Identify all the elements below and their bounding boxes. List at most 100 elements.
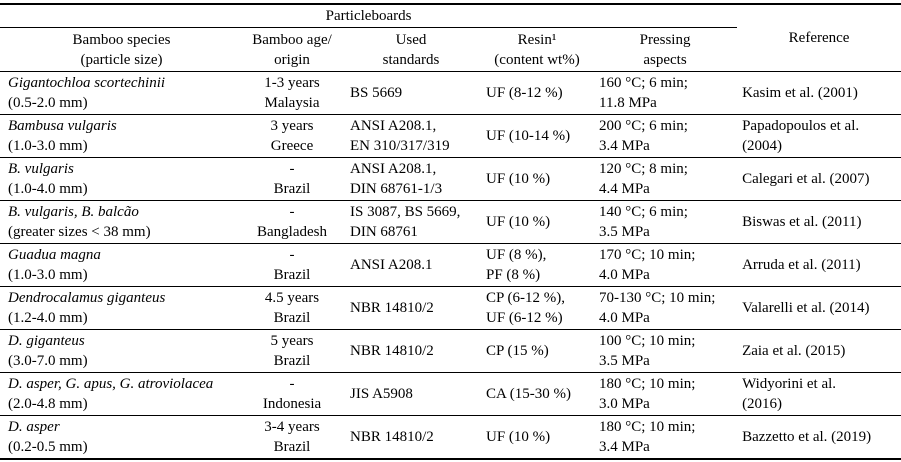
- pressing-value: 140 °C; 6 min; 3.5 MPa: [599, 204, 688, 240]
- resin-value: CA (15-30 %): [486, 386, 571, 402]
- pressing-cell: 200 °C; 6 min; 3.4 MPa: [593, 114, 738, 158]
- column-header-reference-label: Reference: [788, 30, 850, 46]
- pressing-value: 120 °C; 8 min; 4.4 MPa: [599, 161, 688, 197]
- pressing-value: 170 °C; 10 min; 4.0 MPa: [599, 247, 696, 283]
- column-header-bamboo-species: Bamboo species (particle size): [0, 27, 243, 72]
- table-row: Guadua magna (1.0-3.0 mm) - Brazil ANSI …: [0, 243, 901, 287]
- age-origin-cell: - Brazil: [243, 243, 341, 287]
- resin-value: UF (8 %), PF (8 %): [486, 247, 547, 283]
- species-name: Gigantochloa scortechinii: [8, 75, 166, 91]
- standards-value: NBR 14810/2: [350, 300, 434, 316]
- species-cell: D. asper, G. apus, G. atroviolacea (2.0-…: [0, 372, 243, 416]
- resin-cell: UF (10 %): [481, 200, 593, 244]
- particle-size: (1.0-3.0 mm): [8, 267, 88, 283]
- age-origin-value: - Indonesia: [262, 376, 322, 412]
- reference-cell: Valarelli et al. (2014): [737, 286, 901, 330]
- age-origin-cell: - Bangladesh: [243, 200, 341, 244]
- column-header-row: Bamboo species (particle size) Bamboo ag…: [0, 27, 901, 72]
- resin-value: UF (10 %): [486, 429, 551, 445]
- table-row: Dendrocalamus giganteus (1.2-4.0 mm) 4.5…: [0, 286, 901, 330]
- standards-cell: NBR 14810/2: [341, 286, 481, 330]
- column-header-reference: Reference: [737, 4, 901, 72]
- resin-cell: CP (15 %): [481, 329, 593, 373]
- column-header-bamboo-species-label: Bamboo species (particle size): [72, 31, 171, 68]
- resin-value: UF (10 %): [486, 214, 551, 230]
- species-cell: Gigantochloa scortechinii (0.5-2.0 mm): [0, 71, 243, 115]
- column-header-resin-label: Resin¹ (content wt%): [494, 31, 580, 68]
- standards-value: ANSI A208.1, DIN 68761-1/3: [350, 161, 443, 197]
- resin-cell: UF (8 %), PF (8 %): [481, 243, 593, 287]
- species-name: D. asper, G. apus, G. atroviolacea: [8, 376, 214, 392]
- pressing-value: 70-130 °C; 10 min; 4.0 MPa: [599, 290, 716, 326]
- standards-cell: IS 3087, BS 5669, DIN 68761: [341, 200, 481, 244]
- standards-cell: BS 5669: [341, 71, 481, 115]
- reference-cell: Zaia et al. (2015): [737, 329, 901, 373]
- species-cell: B. vulgaris, B. balcão (greater sizes < …: [0, 200, 243, 244]
- table-body: Gigantochloa scortechinii (0.5-2.0 mm) 1…: [0, 71, 901, 460]
- age-origin-value: 3-4 years Brazil: [264, 419, 320, 455]
- age-origin-cell: 3 years Greece: [243, 114, 341, 158]
- particle-size: (greater sizes < 38 mm): [8, 224, 151, 240]
- particle-size: (3.0-7.0 mm): [8, 353, 88, 369]
- resin-cell: UF (8-12 %): [481, 71, 593, 115]
- pressing-cell: 180 °C; 10 min; 3.0 MPa: [593, 372, 738, 416]
- group-header-row: Particleboards Reference: [0, 4, 901, 72]
- table-row: D. asper, G. apus, G. atroviolacea (2.0-…: [0, 372, 901, 416]
- resin-value: UF (10 %): [486, 171, 551, 187]
- column-header-bamboo-age-origin-label: Bamboo age/ origin: [252, 31, 332, 68]
- species-cell: Dendrocalamus giganteus (1.2-4.0 mm): [0, 286, 243, 330]
- column-header-pressing-aspects: Pressing aspects: [593, 27, 738, 72]
- standards-value: BS 5669: [350, 85, 403, 101]
- particle-size: (2.0-4.8 mm): [8, 396, 88, 412]
- table-row: Bambusa vulgaris (1.0-3.0 mm) 3 years Gr…: [0, 114, 901, 158]
- age-origin-cell: 1-3 years Malaysia: [243, 71, 341, 115]
- species-name: B. vulgaris, B. balcão: [8, 204, 139, 220]
- reference-value: Valarelli et al. (2014): [742, 300, 870, 316]
- reference-cell: Kasim et al. (2001): [737, 71, 901, 115]
- pressing-cell: 140 °C; 6 min; 3.5 MPa: [593, 200, 738, 244]
- reference-cell: Bazzetto et al. (2019): [737, 416, 901, 460]
- age-origin-value: 3 years Greece: [270, 118, 314, 154]
- pressing-value: 180 °C; 10 min; 3.0 MPa: [599, 376, 696, 412]
- resin-cell: CA (15-30 %): [481, 372, 593, 416]
- reference-value: Zaia et al. (2015): [742, 343, 846, 359]
- standards-value: NBR 14810/2: [350, 343, 434, 359]
- species-name: Bambusa vulgaris: [8, 118, 117, 134]
- reference-value: Arruda et al. (2011): [742, 257, 861, 273]
- table-row: B. vulgaris (1.0-4.0 mm) - Brazil ANSI A…: [0, 157, 901, 201]
- standards-cell: NBR 14810/2: [341, 416, 481, 460]
- pressing-value: 200 °C; 6 min; 3.4 MPa: [599, 118, 688, 154]
- age-origin-cell: - Brazil: [243, 157, 341, 201]
- pressing-cell: 170 °C; 10 min; 4.0 MPa: [593, 243, 738, 287]
- particle-size: (1.2-4.0 mm): [8, 310, 88, 326]
- reference-value: Widyorini et al. (2016): [742, 376, 837, 412]
- column-header-used-standards-label: Used standards: [382, 31, 440, 68]
- species-name: Dendrocalamus giganteus: [8, 290, 166, 306]
- table-row: D. asper (0.2-0.5 mm) 3-4 years Brazil N…: [0, 416, 901, 460]
- age-origin-value: 5 years Brazil: [270, 333, 314, 369]
- pressing-value: 100 °C; 10 min; 3.5 MPa: [599, 333, 696, 369]
- reference-cell: Calegari et al. (2007): [737, 157, 901, 201]
- reference-value: Bazzetto et al. (2019): [742, 429, 872, 445]
- pressing-value: 160 °C; 6 min; 11.8 MPa: [599, 75, 688, 111]
- table-row: B. vulgaris, B. balcão (greater sizes < …: [0, 200, 901, 244]
- age-origin-cell: 5 years Brazil: [243, 329, 341, 373]
- reference-cell: Widyorini et al. (2016): [737, 372, 901, 416]
- standards-value: ANSI A208.1: [350, 257, 433, 273]
- resin-cell: UF (10 %): [481, 157, 593, 201]
- resin-cell: CP (6-12 %), UF (6-12 %): [481, 286, 593, 330]
- reference-value: Biswas et al. (2011): [742, 214, 862, 230]
- pressing-cell: 120 °C; 8 min; 4.4 MPa: [593, 157, 738, 201]
- reference-cell: Biswas et al. (2011): [737, 200, 901, 244]
- age-origin-cell: 4.5 years Brazil: [243, 286, 341, 330]
- resin-value: UF (8-12 %): [486, 85, 563, 101]
- column-header-used-standards: Used standards: [341, 27, 481, 72]
- column-header-resin: Resin¹ (content wt%): [481, 27, 593, 72]
- species-cell: Bambusa vulgaris (1.0-3.0 mm): [0, 114, 243, 158]
- pressing-cell: 180 °C; 10 min; 3.4 MPa: [593, 416, 737, 460]
- standards-value: IS 3087, BS 5669, DIN 68761: [350, 204, 461, 240]
- particleboard-literature-table: Particleboards Reference Bamboo species …: [0, 3, 901, 460]
- species-cell: Guadua magna (1.0-3.0 mm): [0, 243, 243, 287]
- species-cell: D. asper (0.2-0.5 mm): [0, 416, 243, 460]
